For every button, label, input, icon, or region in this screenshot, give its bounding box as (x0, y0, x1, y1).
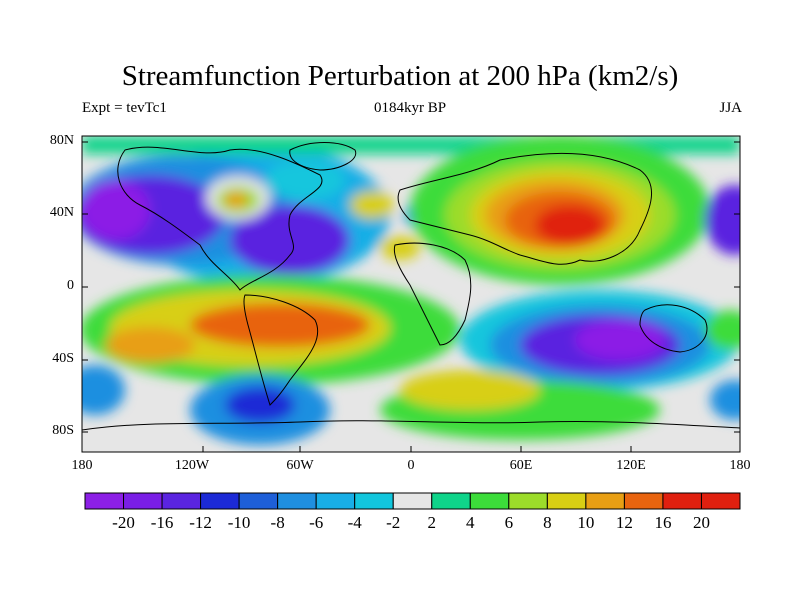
lon-label-180e: 180 (729, 458, 751, 473)
colorbar-box (623, 492, 664, 510)
lat-label-0: 0 (67, 278, 74, 293)
colorbar-box (123, 492, 163, 510)
lon-label-120e: 120E (616, 458, 646, 473)
lon-label-60w: 60W (286, 458, 314, 473)
colorbar-box (84, 492, 125, 510)
colorbar-box (469, 492, 510, 510)
time-label: 0184kyr BP (373, 100, 447, 116)
colorbar-box (700, 492, 741, 510)
season-label: JJA (719, 100, 742, 116)
axis-ticks (82, 141, 740, 452)
experiment-label: Expt = tevTc1 (82, 100, 167, 116)
colorbar-box (546, 492, 587, 510)
colorbar-label: -16 (150, 513, 174, 532)
coastlines (82, 142, 740, 431)
lat-label-40n: 40N (49, 205, 74, 220)
colorbar-label: -10 (227, 513, 251, 532)
colorbar-label: 12 (615, 513, 633, 532)
colorbar-label: -20 (112, 513, 135, 532)
colorbar-label: 6 (504, 513, 514, 532)
lat-label-80n: 80N (49, 133, 74, 148)
colorbar-label: -12 (189, 513, 212, 532)
map-title: Streamfunction Perturbation at 200 hPa (… (121, 60, 679, 92)
colorbar-box (277, 492, 317, 510)
lon-label-60e: 60E (509, 458, 533, 473)
lat-label-80s: 80S (52, 423, 74, 438)
lon-label-180w: 180 (71, 458, 93, 473)
colorbar-label: 16 (654, 513, 672, 532)
colorbar-box (315, 492, 356, 510)
colorbar-label: -2 (386, 513, 401, 532)
lon-label-0: 0 (407, 458, 415, 473)
colorbar-label: 8 (543, 513, 552, 532)
colorbar-label: -6 (309, 513, 324, 532)
colorbar-label: -8 (270, 513, 285, 532)
colorbar-box (431, 492, 471, 510)
colorbar-box (238, 492, 279, 510)
colorbar-label: 10 (577, 513, 595, 532)
colorbar (84, 492, 741, 510)
colorbar-label: 20 (692, 513, 710, 532)
colorbar-box (354, 492, 394, 510)
lat-label-40s: 40S (52, 351, 74, 366)
colorbar-box (662, 492, 702, 510)
colorbar-box (585, 492, 625, 510)
colorbar-box (508, 492, 548, 510)
streamfunction-field (82, 136, 740, 452)
colorbar-box (161, 492, 202, 510)
colorbar-box (392, 492, 433, 510)
colorbar-box (200, 492, 240, 510)
colorbar-label: -4 (347, 513, 362, 532)
colorbar-label: 2 (427, 513, 437, 532)
lon-label-120w: 120W (174, 458, 210, 473)
colorbar-label: 4 (466, 513, 475, 532)
